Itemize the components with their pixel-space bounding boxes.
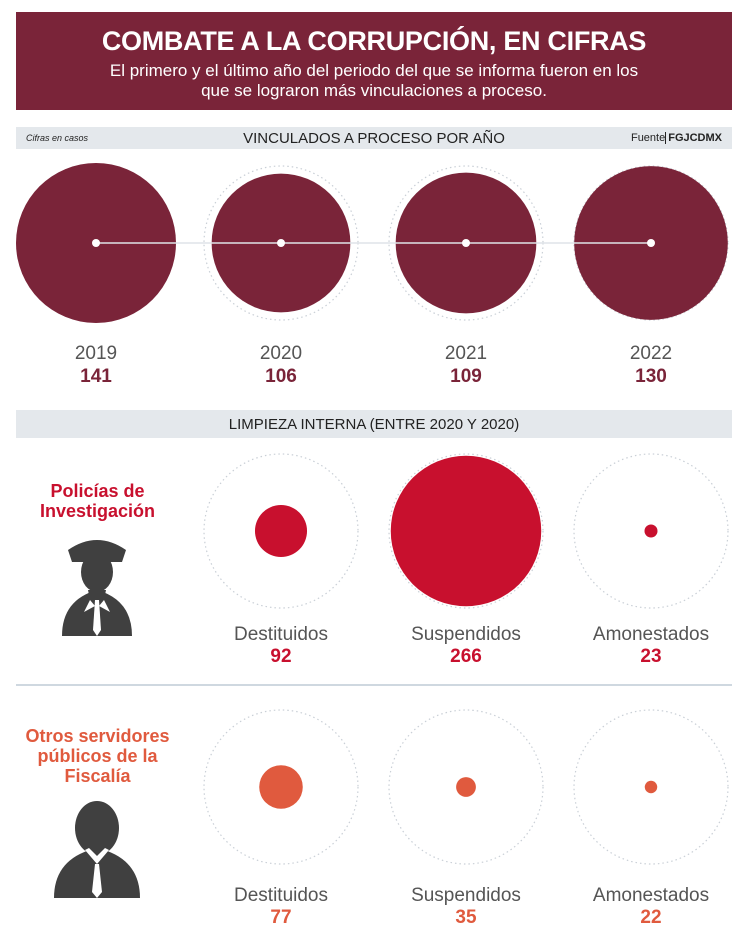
page-subtitle: El primero y el último año del periodo d…	[109, 61, 639, 100]
year-label: 2019	[74, 343, 118, 364]
category-label: Suspendidos	[411, 624, 521, 645]
police-bubble	[644, 524, 658, 538]
year-label: 2020	[259, 343, 303, 364]
year-value: 109	[450, 366, 482, 387]
page-title: COMBATE A LA CORRUPCIÓN, EN CIFRAS	[101, 26, 647, 56]
others-value: 22	[640, 907, 662, 928]
group-divider	[16, 684, 732, 686]
source-credit: Fuente FGJCDMX	[631, 132, 722, 144]
section1-bar: Cifras en casos VINCULADOS A PROCESO POR…	[16, 127, 732, 149]
others-value: 35	[455, 907, 477, 928]
section2-title: LIMPIEZA INTERNA (ENTRE 2020 Y 2020)	[228, 416, 520, 433]
police-officer-icon	[62, 540, 132, 636]
units-note: Cifras en casos	[26, 133, 89, 143]
year-label: 2022	[629, 343, 673, 364]
section2-bar: LIMPIEZA INTERNA (ENTRE 2020 Y 2020)	[16, 410, 732, 438]
police-value: 266	[450, 646, 482, 667]
year-label: 2021	[444, 343, 488, 364]
others-bubble	[644, 780, 658, 794]
bubble-guide-ring	[573, 453, 729, 609]
category-label: Amonestados	[592, 885, 710, 906]
bubble-guide-ring	[388, 709, 544, 865]
section1-title: VINCULADOS A PROCESO POR AÑO	[243, 130, 505, 147]
bubble-guide-ring	[573, 165, 729, 321]
businessman-icon	[54, 801, 140, 898]
year-value: 106	[265, 366, 297, 387]
source-label: Fuente	[630, 132, 666, 144]
timeline-dot	[462, 239, 470, 247]
year-value: 141	[80, 366, 112, 387]
police-value: 23	[640, 646, 662, 667]
timeline-dot	[277, 239, 285, 247]
category-label: Destituidos	[234, 885, 328, 906]
category-label: Suspendidos	[411, 885, 521, 906]
others-value: 77	[270, 907, 292, 928]
police-bubble	[390, 455, 542, 607]
others-bubble	[259, 765, 303, 809]
category-label: Destituidos	[234, 624, 328, 645]
police-value: 92	[270, 646, 292, 667]
timeline-dot	[647, 239, 655, 247]
group-title-police: Policías de Investigación	[39, 481, 156, 521]
bubble-guide-ring	[388, 453, 544, 609]
police-bubble	[254, 504, 308, 558]
bubble-guide-ring	[203, 709, 359, 865]
timeline-dot	[92, 239, 100, 247]
year-value: 130	[635, 366, 667, 387]
header-banner: COMBATE A LA CORRUPCIÓN, EN CIFRAS El pr…	[16, 12, 732, 110]
category-label: Amonestados	[592, 624, 710, 645]
others-bubble	[456, 777, 476, 797]
bubble-guide-ring	[203, 453, 359, 609]
group-title-others: Otros servidores públicos de la Fiscalía	[25, 726, 170, 786]
bubble-guide-ring	[573, 709, 729, 865]
source-name: FGJCDMX	[665, 132, 722, 144]
